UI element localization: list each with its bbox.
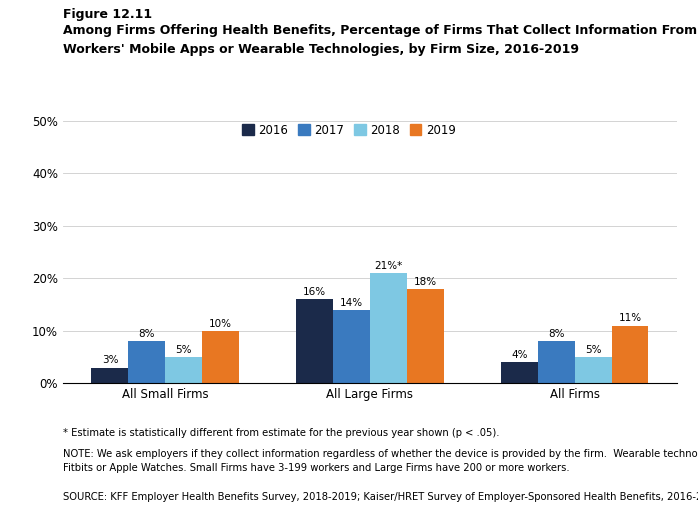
Text: * Estimate is statistically different from estimate for the previous year shown : * Estimate is statistically different fr… bbox=[63, 428, 499, 438]
Text: 5%: 5% bbox=[585, 345, 602, 355]
Text: 11%: 11% bbox=[618, 313, 641, 323]
Text: 5%: 5% bbox=[175, 345, 192, 355]
Legend: 2016, 2017, 2018, 2019: 2016, 2017, 2018, 2019 bbox=[237, 119, 461, 141]
Text: 4%: 4% bbox=[511, 350, 528, 360]
Text: 14%: 14% bbox=[340, 298, 363, 308]
Text: 16%: 16% bbox=[303, 287, 326, 297]
Bar bbox=[407, 289, 444, 383]
Bar bbox=[296, 299, 333, 383]
Bar bbox=[501, 362, 538, 383]
Text: Figure 12.11: Figure 12.11 bbox=[63, 8, 152, 21]
Text: 8%: 8% bbox=[548, 329, 565, 339]
Text: 8%: 8% bbox=[138, 329, 155, 339]
Text: 21%*: 21%* bbox=[374, 261, 403, 271]
Text: 3%: 3% bbox=[102, 355, 118, 365]
Text: Workers' Mobile Apps or Wearable Technologies, by Firm Size, 2016-2019: Workers' Mobile Apps or Wearable Technol… bbox=[63, 43, 579, 56]
Text: Among Firms Offering Health Benefits, Percentage of Firms That Collect Informati: Among Firms Offering Health Benefits, Pe… bbox=[63, 24, 697, 37]
Bar bbox=[165, 357, 202, 383]
Bar bbox=[128, 341, 165, 383]
Bar bbox=[370, 273, 407, 383]
Bar bbox=[333, 310, 370, 383]
Bar bbox=[574, 357, 611, 383]
Bar bbox=[202, 331, 239, 383]
Text: 18%: 18% bbox=[414, 277, 437, 287]
Text: SOURCE: KFF Employer Health Benefits Survey, 2018-2019; Kaiser/HRET Survey of Em: SOURCE: KFF Employer Health Benefits Sur… bbox=[63, 492, 698, 502]
Bar bbox=[91, 368, 128, 383]
Text: NOTE: We ask employers if they collect information regardless of whether the dev: NOTE: We ask employers if they collect i… bbox=[63, 449, 698, 473]
Text: 10%: 10% bbox=[209, 319, 232, 329]
Bar bbox=[611, 326, 648, 383]
Bar bbox=[538, 341, 574, 383]
